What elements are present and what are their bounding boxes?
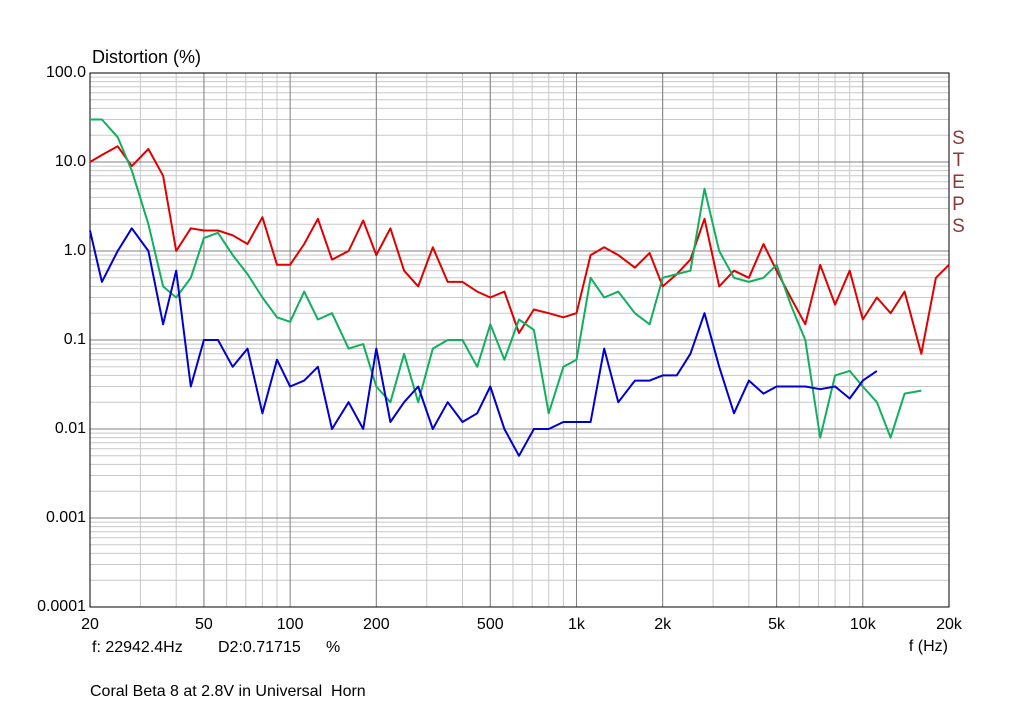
y-tick-label: 0.001 — [46, 509, 86, 526]
x-tick-label: 20 — [81, 616, 99, 633]
series-line — [89, 227, 878, 457]
series-line — [89, 145, 950, 355]
y-tick-label: 1.0 — [64, 242, 86, 259]
cursor-frequency: f: 22942.4Hz — [92, 639, 183, 656]
cursor-unit: % — [326, 639, 340, 656]
x-axis-label: f (Hz) — [909, 638, 948, 655]
x-tick-label: 5k — [768, 616, 786, 633]
x-tick-label: 2k — [654, 616, 672, 633]
y-tick-label: 100.0 — [46, 64, 86, 81]
x-tick-label: 1k — [568, 616, 586, 633]
cursor-value: D2:0.71715 — [218, 639, 301, 656]
x-tick-label: 100 — [277, 616, 304, 633]
x-tick-label: 500 — [477, 616, 504, 633]
x-tick-label: 20k — [936, 616, 963, 633]
plot-frame — [89, 72, 950, 608]
watermark: STEPS — [948, 128, 969, 238]
y-tick-label: 0.0001 — [37, 598, 86, 615]
y-tick-label: 0.01 — [55, 420, 86, 437]
x-tick-label: 50 — [195, 616, 213, 633]
caption: Coral Beta 8 at 2.8V in Universal Horn — [90, 683, 366, 700]
series-line — [90, 118, 922, 439]
chart-title: Distortion (%) — [92, 47, 201, 67]
x-tick-label: 10k — [850, 616, 877, 633]
y-tick-label: 10.0 — [55, 153, 86, 170]
y-tick-label: 0.1 — [64, 331, 86, 348]
x-tick-label: 200 — [363, 616, 390, 633]
